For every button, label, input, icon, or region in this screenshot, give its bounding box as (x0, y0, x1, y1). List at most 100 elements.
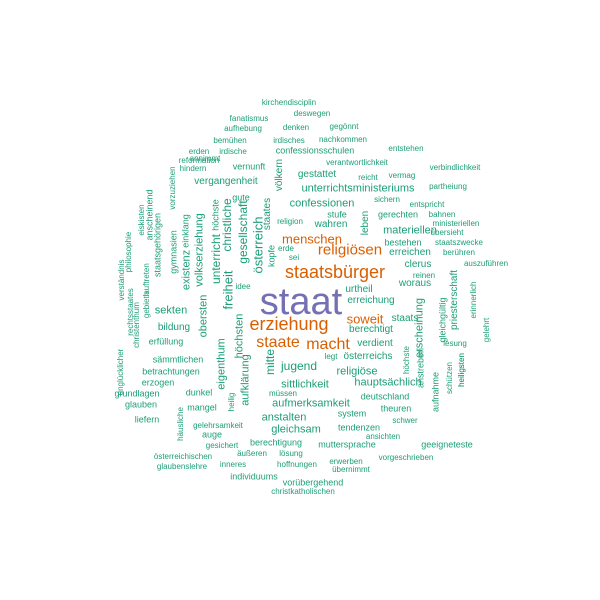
word-religiöse: religiöse (336, 365, 378, 378)
word-christenthum: christenthum (132, 302, 141, 348)
word-staat: staat (259, 281, 343, 323)
word-verantwortlichkeit: verantwortlichkeit (326, 158, 388, 167)
word-woraus: woraus (398, 278, 432, 289)
word-höchste: höchste (402, 345, 411, 375)
word-entstehen: entstehen (388, 144, 424, 153)
word-deswegen: deswegen (293, 109, 331, 118)
word-kopfe: kopfe (266, 244, 277, 268)
word-individuums: individuums (230, 471, 278, 482)
word-leben: leben (360, 210, 371, 236)
word-irdische: irdische (219, 147, 247, 156)
word-sämmtlichen: sämmtlichen (152, 354, 204, 365)
word-confessionen: confessionen (289, 197, 355, 210)
word-erreichung: erreichung (347, 295, 395, 306)
word-stufe: stufe (327, 209, 347, 220)
word-priesterschaft: priesterschaft (449, 269, 460, 331)
word-lösung: lösung (279, 449, 303, 458)
word-gymnasien: gymnasien (168, 230, 179, 274)
word-unglücklicher: unglücklicher (116, 348, 125, 396)
word-gleichgültig: gleichgültig (437, 297, 448, 343)
word-unterrichtsministeriums: unterrichtsministeriums (301, 182, 415, 195)
word-inneres: inneres (219, 460, 247, 469)
word-verdient: verdient (357, 338, 393, 349)
word-gegönnt: gegönnt (329, 122, 359, 131)
word-hauptsächlich: hauptsächlich (354, 376, 422, 389)
word-reicht: reicht (358, 173, 378, 182)
word-partheiung: partheiung (429, 182, 467, 191)
word-erreichen: erreichen (389, 247, 431, 258)
word-liefern: liefern (134, 414, 160, 425)
word-geeigneteste: geeigneteste (421, 439, 473, 450)
word-erinnerlich: erinnerlich (469, 281, 478, 319)
word-christkatholischen: christkatholischen (271, 487, 335, 496)
word-ministeriellen: ministeriellen (432, 219, 480, 228)
word-idee: idee (235, 282, 251, 291)
word-äußeren: äußeren (237, 449, 267, 458)
word-häusliche: häusliche (176, 407, 185, 441)
word-vermag: vermag (388, 171, 416, 180)
word-glaubenslehre: glaubenslehre (156, 462, 208, 471)
word-gestattet: gestattet (297, 169, 337, 180)
word-staatsgehörigen: staatsgehörigen (152, 212, 163, 278)
word-jugend: jugend (280, 359, 318, 373)
word-vorübergehend: vorübergehend (282, 477, 344, 488)
word-schützen: schützen (445, 361, 454, 395)
word-heiligsten: heiligsten (457, 353, 466, 387)
word-christliche: christliche (220, 198, 234, 252)
word-heilig: heilig (227, 392, 236, 412)
word-anstalten: anstalten (261, 411, 307, 424)
word-aufmerksamkeit: aufmerksamkeit (272, 397, 350, 410)
word-gelehrt: gelehrt (482, 317, 491, 343)
word-erde: erde (277, 244, 295, 253)
word-kirchendisciplin: kirchendisciplin (261, 98, 317, 107)
word-vernunft: vernunft (232, 161, 266, 172)
word-freiheit: freiheit (220, 270, 236, 310)
word-existenz: existenz (180, 249, 193, 291)
word-anstreben: anstreben (415, 347, 426, 389)
word-mitte: mitte (263, 348, 277, 376)
word-hindern: hindern (179, 164, 207, 173)
word-übersieht: übersieht (430, 228, 464, 237)
word-grundlagen: grundlagen (114, 388, 160, 399)
word-einklang: einklang (180, 214, 191, 248)
word-verbindlichkeit: verbindlichkeit (429, 163, 481, 172)
word-eigenthum: eigenthum (215, 338, 228, 390)
word-sekten: sekten (154, 304, 188, 317)
word-österreichs: österreichs (343, 351, 393, 362)
word-wahren: wahren (314, 219, 348, 230)
word-bildung: bildung (157, 322, 191, 333)
word-österreichischen: österreichischen (153, 452, 213, 461)
word-lesung: lesung (443, 339, 467, 348)
word-gerechten: gerechten (377, 209, 419, 220)
word-denken: denken (282, 123, 310, 132)
word-gleichsam: gleichsam (271, 423, 321, 436)
word-staats: staats (391, 313, 419, 324)
word-annimmt: annimmt (189, 154, 221, 163)
word-reinen: reinen (412, 271, 436, 280)
word-österreich: österreich (250, 216, 266, 274)
word-fanatismus: fanatismus (229, 114, 269, 123)
word-obersten: obersten (197, 294, 210, 338)
word-vorzuziehen: vorzuziehen (168, 166, 177, 210)
word-aufnahme: aufnahme (430, 371, 441, 413)
word-philosophie: philosophie (124, 231, 133, 273)
word-ansichten: ansichten (365, 432, 401, 441)
word-materiellen: materiellen (383, 224, 437, 237)
word-religiösen: religiösen (317, 241, 383, 259)
word-dunkel: dunkel (185, 387, 213, 398)
word-soweit: soweit (346, 311, 384, 327)
word-gesellschaft: gesellschaft (236, 200, 250, 264)
word-tendenzen: tendenzen (337, 422, 381, 433)
word-gesichert: gesichert (205, 441, 239, 450)
word-sei: sei (288, 253, 300, 262)
word-berechtigt: berechtigt (349, 324, 393, 335)
word-nachkommen: nachkommen (318, 135, 368, 144)
word-höchsten: höchsten (233, 313, 246, 359)
word-hoffnungen: hoffnungen (277, 460, 317, 469)
word-berühren: berühren (442, 248, 476, 257)
word-berechtigung: berechtigung (249, 437, 303, 448)
word-gute: gute (232, 192, 250, 203)
word-betrachtungen: betrachtungen (142, 366, 200, 377)
word-glauben: glauben (124, 399, 158, 410)
